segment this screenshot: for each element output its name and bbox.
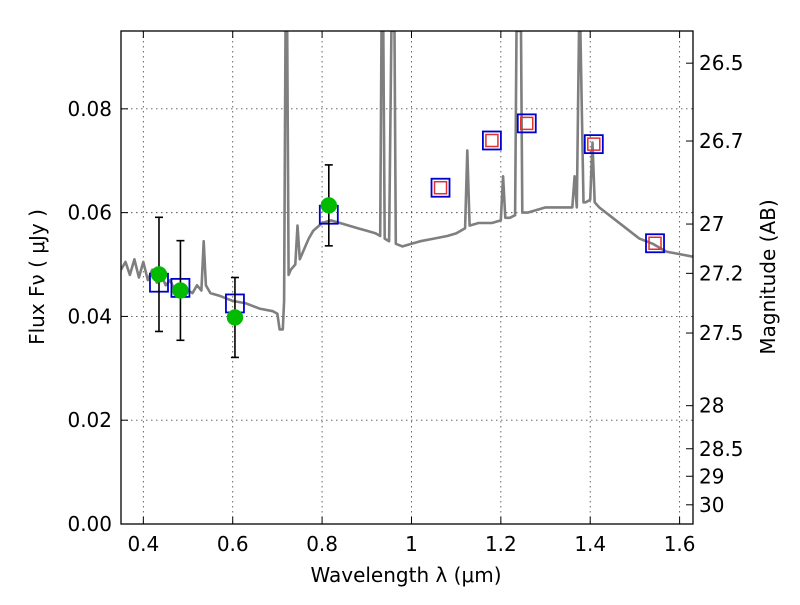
axis-ticks: 0.4 0.6 0.8 1 1.2 1.4 1.6 0.00 0.02 0.04 0.06 0.08 2…	[67, 31, 744, 556]
observed-ir-point	[520, 116, 534, 131]
observed-ir-point	[648, 236, 662, 250]
x-tick-label: 0.8	[306, 532, 338, 556]
y-tick-label: 0.06	[67, 201, 112, 225]
x-tick-label: 1.4	[574, 532, 606, 556]
observed-ir-point	[485, 133, 499, 148]
y2-axis-title: Magnitude (AB)	[756, 199, 780, 354]
mag-tick-label: 26.7	[699, 129, 744, 153]
x-tick-label: 0.4	[127, 532, 159, 556]
observed-flux-point	[172, 282, 189, 299]
plot-frame	[120, 30, 694, 525]
observed-flux-point	[320, 197, 338, 214]
y-axis-title: Flux Fν ( μJy )	[25, 209, 49, 345]
y-tick-label: 0.02	[67, 408, 112, 432]
x-tick-label: 1.2	[485, 532, 517, 556]
mag-tick-label: 27	[699, 212, 724, 236]
y-tick-label: 0.04	[67, 304, 112, 328]
model-photometry-point	[430, 177, 451, 198]
mag-tick-label: 29	[699, 464, 724, 488]
mag-tick-label: 27.2	[699, 261, 744, 285]
x-axis-title: Wavelength λ (μm)	[310, 563, 501, 587]
model-photometry-point	[583, 134, 604, 155]
mag-tick-label: 28	[699, 394, 724, 418]
x-tick-label: 1	[405, 532, 418, 556]
x-tick-label: 1.6	[664, 532, 696, 556]
mag-tick-label: 26.5	[699, 51, 744, 75]
plot-area	[121, 31, 693, 359]
observed-flux-point	[150, 266, 168, 283]
spectrum-line	[121, 31, 693, 331]
y-tick-label: 0.00	[67, 512, 112, 536]
observed-ir-point	[587, 137, 601, 151]
model-photometry-point	[482, 130, 502, 151]
y-tick-label: 0.08	[67, 97, 112, 121]
mag-tick-label: 30	[699, 493, 724, 517]
observed-flux-point	[226, 309, 244, 326]
grid-lines	[121, 31, 693, 524]
mag-tick-label: 27.5	[699, 321, 744, 345]
observed-ir-point	[433, 180, 448, 195]
mag-tick-label: 28.5	[699, 437, 744, 461]
model-photometry-point	[516, 113, 537, 134]
model-photometry-point	[645, 233, 665, 254]
x-tick-label: 0.6	[217, 532, 249, 556]
